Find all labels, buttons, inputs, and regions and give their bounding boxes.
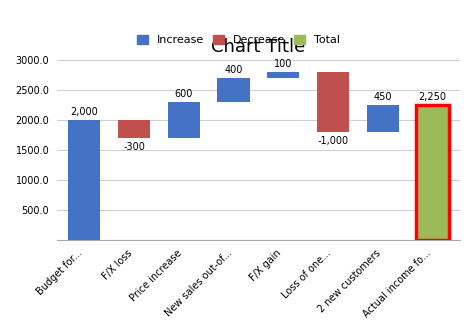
Text: 100: 100 — [274, 59, 292, 69]
Title: Chart Title: Chart Title — [211, 38, 305, 56]
Text: -1,000: -1,000 — [318, 136, 348, 146]
Legend: Increase, Decrease, Total: Increase, Decrease, Total — [137, 35, 340, 45]
Text: 2,000: 2,000 — [70, 107, 98, 117]
Bar — [118, 120, 150, 138]
Bar — [317, 72, 349, 132]
Bar — [416, 105, 448, 240]
Bar — [217, 78, 250, 102]
Bar — [366, 105, 399, 132]
Text: 400: 400 — [224, 65, 243, 75]
Bar — [167, 102, 200, 138]
Text: 600: 600 — [174, 89, 193, 99]
Text: -300: -300 — [123, 142, 145, 152]
Bar — [416, 105, 448, 240]
Text: 2,250: 2,250 — [419, 92, 447, 102]
Bar — [267, 72, 300, 78]
Bar — [68, 120, 100, 240]
Text: 450: 450 — [374, 92, 392, 102]
